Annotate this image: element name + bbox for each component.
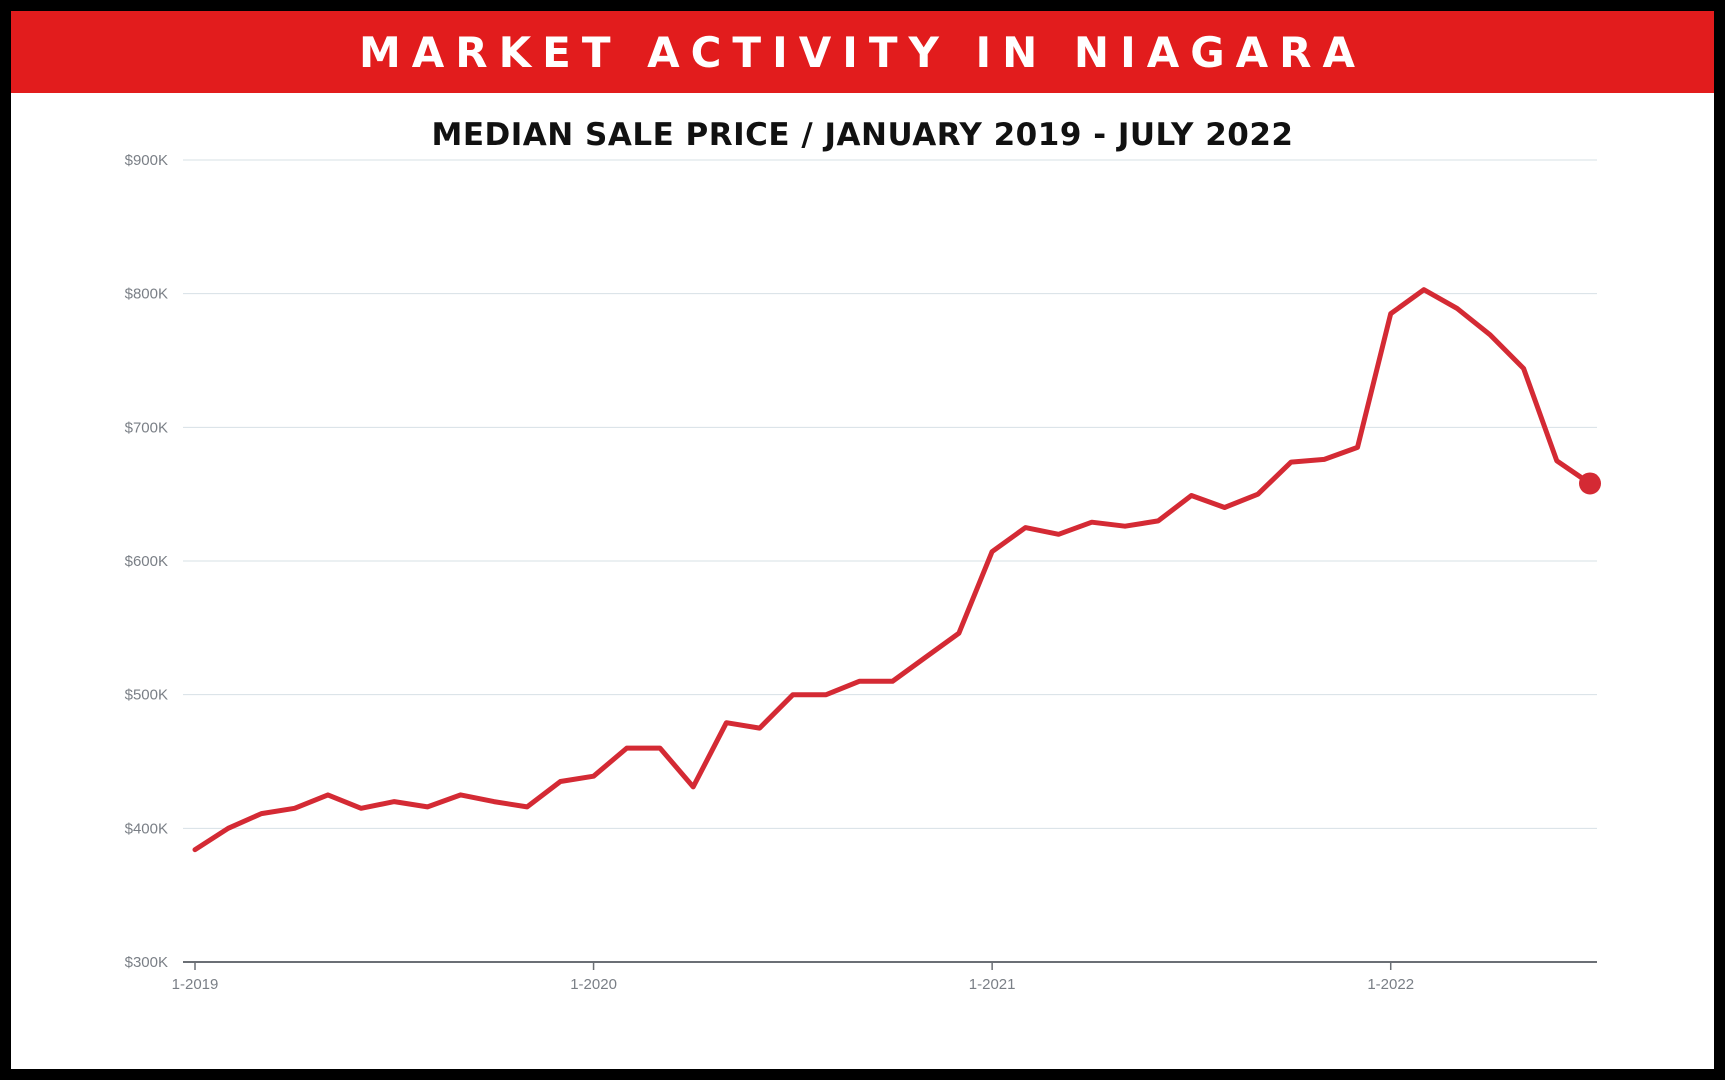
series-line-median-sale-price bbox=[192, 287, 1593, 853]
data-point bbox=[1554, 458, 1559, 463]
data-point bbox=[923, 655, 928, 660]
data-point bbox=[691, 784, 696, 789]
data-point bbox=[325, 792, 330, 797]
y-tick-label: $900K bbox=[125, 152, 168, 169]
data-point bbox=[226, 826, 231, 831]
data-point bbox=[1521, 366, 1526, 371]
data-point bbox=[259, 811, 264, 816]
data-point bbox=[1023, 525, 1028, 530]
data-point bbox=[757, 726, 762, 731]
data-point bbox=[1056, 532, 1061, 537]
data-point bbox=[790, 692, 795, 697]
y-tick-label: $700K bbox=[125, 419, 168, 436]
data-point bbox=[824, 692, 829, 697]
gridlines bbox=[183, 159, 1597, 963]
x-tick-label: 1-2020 bbox=[570, 976, 617, 993]
data-point bbox=[890, 679, 895, 684]
y-tick-label: $400K bbox=[125, 820, 168, 837]
x-tick-label: 1-2021 bbox=[969, 976, 1016, 993]
data-point bbox=[1388, 311, 1393, 316]
data-point bbox=[392, 799, 397, 804]
y-tick-label: $600K bbox=[125, 553, 168, 570]
data-point bbox=[857, 679, 862, 684]
data-point bbox=[525, 804, 530, 809]
data-point bbox=[1123, 524, 1128, 529]
data-point bbox=[1189, 493, 1194, 498]
x-tick-label: 1-2019 bbox=[172, 976, 219, 993]
y-axis-ticks: $900K $800K $700K $600K $500K $400K $300K bbox=[125, 152, 168, 971]
data-point bbox=[1289, 460, 1294, 465]
data-point bbox=[1322, 457, 1327, 462]
data-point bbox=[1255, 492, 1260, 497]
chart-title: MEDIAN SALE PRICE / JANUARY 2019 - JULY … bbox=[431, 117, 1294, 153]
data-point bbox=[193, 847, 198, 852]
data-point bbox=[558, 779, 563, 784]
data-point bbox=[359, 806, 364, 811]
data-point bbox=[658, 746, 663, 751]
data-point bbox=[1455, 306, 1460, 311]
last-point-marker[interactable] bbox=[1579, 472, 1601, 495]
data-point bbox=[990, 549, 995, 554]
data-point bbox=[292, 806, 297, 811]
x-tick-label: 1-2022 bbox=[1367, 976, 1414, 993]
y-tick-label: $300K bbox=[125, 954, 168, 971]
data-point bbox=[458, 792, 463, 797]
data-point bbox=[1421, 287, 1426, 292]
data-point bbox=[624, 746, 629, 751]
data-point bbox=[591, 774, 596, 779]
data-point bbox=[1488, 333, 1493, 338]
data-point bbox=[1222, 505, 1227, 510]
y-tick-label: $800K bbox=[125, 286, 168, 303]
data-point bbox=[425, 804, 430, 809]
data-point bbox=[491, 799, 496, 804]
header-banner: MARKET ACTIVITY IN NIAGARA bbox=[11, 11, 1714, 93]
data-point bbox=[1156, 518, 1161, 523]
x-axis: 1-2019 1-2020 1-2021 1-2022 bbox=[172, 962, 1414, 993]
chart-frame: MARKET ACTIVITY IN NIAGARA MEDIAN SALE P… bbox=[11, 11, 1714, 1069]
data-point bbox=[1355, 445, 1360, 450]
data-point bbox=[956, 631, 961, 636]
data-point bbox=[724, 720, 729, 725]
y-tick-label: $500K bbox=[125, 687, 168, 704]
page-title: MARKET ACTIVITY IN NIAGARA bbox=[358, 27, 1367, 77]
series-group bbox=[192, 287, 1601, 853]
data-point bbox=[1089, 520, 1094, 525]
